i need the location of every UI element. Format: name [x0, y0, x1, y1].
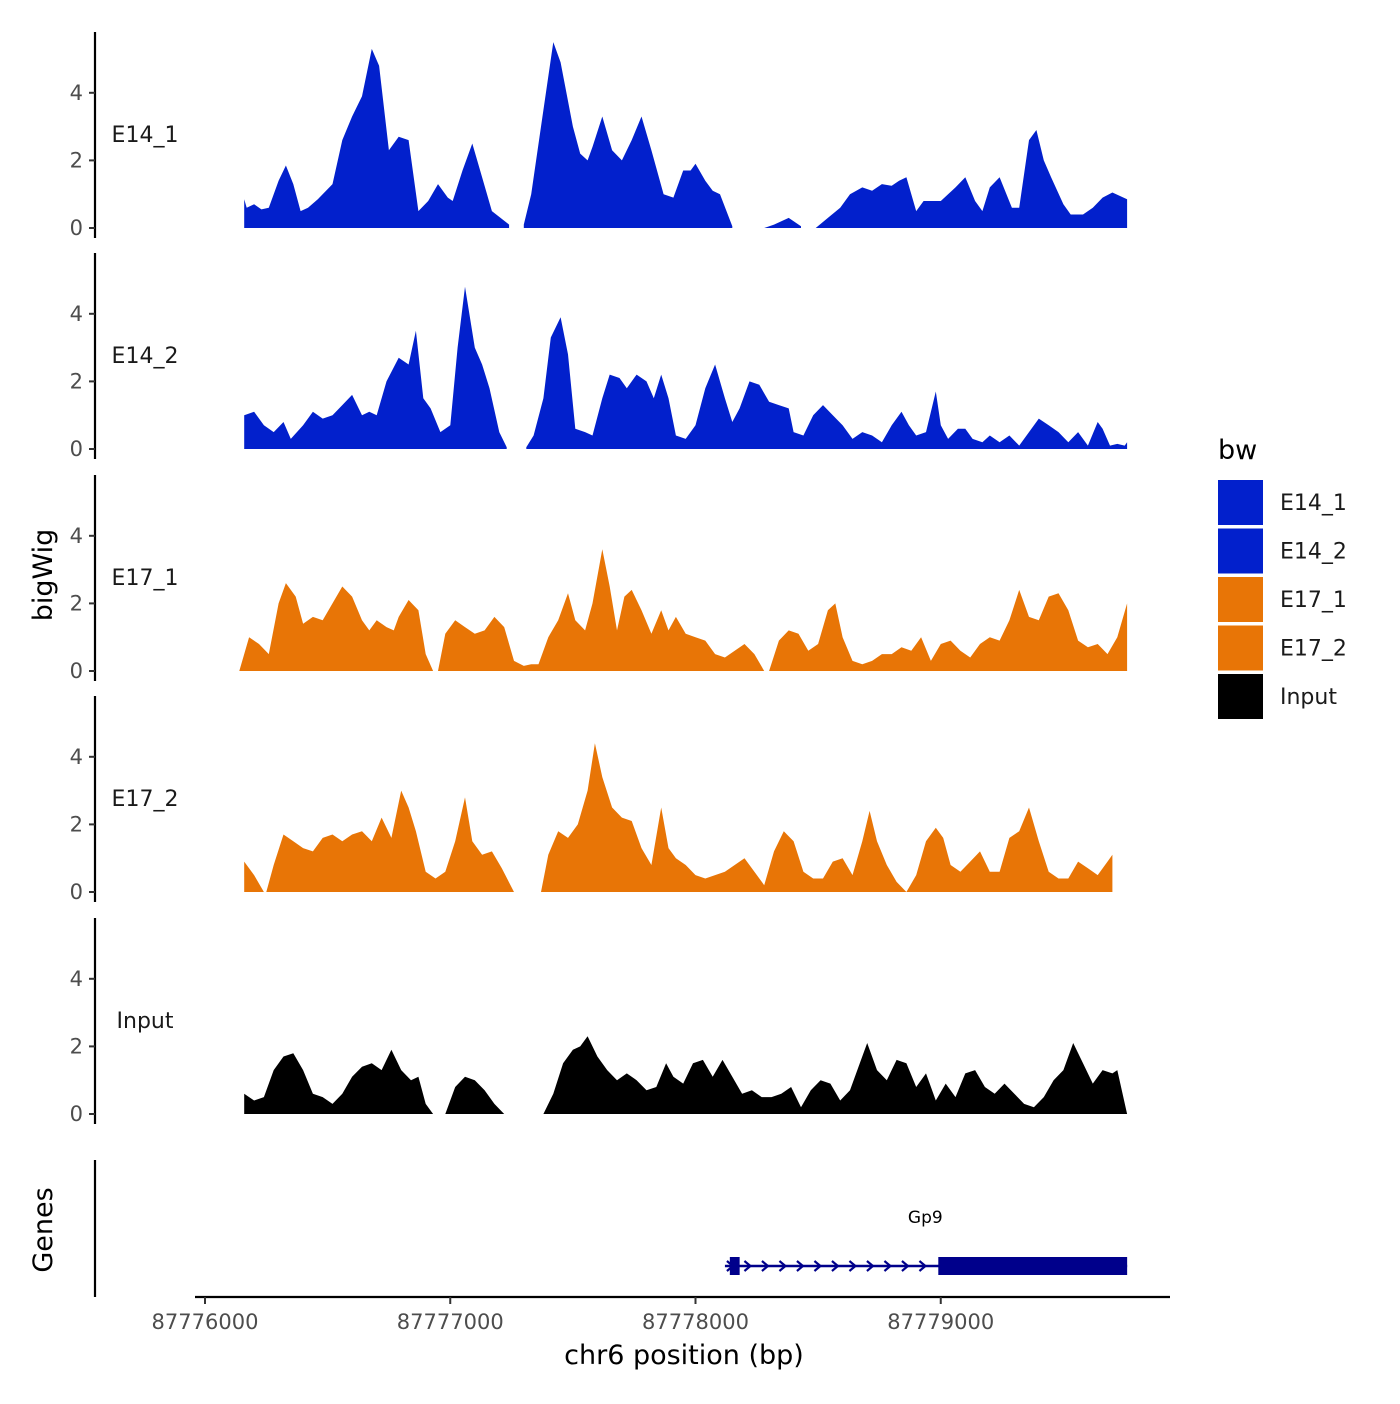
- y-tick-label: 0: [70, 216, 83, 240]
- signal-area: [815, 130, 1128, 228]
- track-e14-2: 0 2 4 E14_2: [70, 253, 1128, 461]
- signal-area: [244, 48, 510, 229]
- signal-area: [541, 743, 1113, 892]
- gene-gp9: Gp9: [724, 1208, 1128, 1275]
- x-tick-label: 87778000: [642, 1310, 749, 1334]
- y-tick-label: 0: [70, 1102, 83, 1126]
- y-tick-label: 4: [70, 302, 83, 326]
- track-e17-2: 0 2 4 E17_2: [70, 696, 1113, 904]
- legend-label: E14_1: [1280, 491, 1347, 516]
- signal-area: [526, 317, 1128, 449]
- track-input: 0 2 4 Input: [70, 918, 1128, 1126]
- track-label: E17_1: [112, 566, 179, 591]
- legend-title: bw: [1218, 435, 1257, 466]
- legend-label: E14_2: [1280, 540, 1347, 565]
- legend-item-e14-1: E14_1: [1218, 480, 1347, 525]
- x-axis-title: chr6 position (bp): [564, 1340, 804, 1371]
- legend-swatch: [1218, 674, 1263, 719]
- y-tick-label: 0: [70, 659, 83, 683]
- y-tick-label: 4: [70, 524, 83, 548]
- legend-label: E17_1: [1280, 588, 1347, 613]
- strand-arrow: [778, 1260, 788, 1272]
- y-tick-label: 2: [70, 148, 83, 172]
- y-tick-label: 2: [70, 369, 83, 393]
- track-label: E14_1: [112, 123, 179, 148]
- x-tick-label: 87776000: [152, 1310, 259, 1334]
- track-label: E17_2: [112, 787, 179, 812]
- y-tick-label: 0: [70, 437, 83, 461]
- legend-swatch: [1218, 480, 1263, 525]
- track-e14-1: 0 2 4 E14_1: [70, 32, 1128, 240]
- signal-area: [438, 549, 765, 671]
- gene-track-title: Genes: [28, 1187, 59, 1272]
- strand-arrow: [901, 1260, 910, 1272]
- legend-swatch: [1218, 577, 1263, 622]
- legend-swatch: [1218, 528, 1263, 574]
- signal-area: [239, 583, 434, 671]
- legend-swatch: [1218, 625, 1263, 671]
- strand-arrow: [918, 1260, 928, 1272]
- y-axis-title: bigWig: [28, 529, 59, 622]
- strand-arrow: [831, 1260, 840, 1272]
- signal-area: [543, 1036, 1128, 1114]
- legend-label: Input: [1280, 685, 1337, 710]
- strand-arrow: [866, 1260, 875, 1272]
- y-tick-label: 4: [70, 967, 83, 991]
- strand-arrow: [761, 1260, 770, 1272]
- legend-label: E17_2: [1280, 637, 1347, 662]
- signal-area: [244, 286, 507, 449]
- legend: bw E14_1 E14_2 E17_1 E17_2 Input: [1218, 435, 1347, 719]
- x-tick-label: 87777000: [397, 1310, 504, 1334]
- y-tick-label: 4: [70, 745, 83, 769]
- x-axis: 87776000 87777000 87778000 87779000: [152, 1295, 1170, 1334]
- strand-arrow: [848, 1260, 858, 1272]
- bigwig-tracks: 0 2 4 E14_1 0 2 4 E14_2 0 2 4 E17_1 0 2 4 E17_2 0 2 4 Input: [70, 32, 1128, 1126]
- y-tick-label: 2: [70, 1034, 83, 1058]
- gene-exon: [729, 1257, 740, 1275]
- legend-item-e14-2: E14_2: [1218, 528, 1347, 574]
- signal-area: [244, 861, 264, 892]
- signal-area: [266, 790, 514, 892]
- signal-area: [769, 589, 1128, 671]
- signal-area: [764, 217, 801, 228]
- strand-arrow: [743, 1260, 753, 1272]
- strand-arrow: [796, 1260, 805, 1272]
- signal-area: [523, 42, 733, 228]
- track-label: Input: [117, 1009, 174, 1034]
- signal-area: [244, 1049, 434, 1114]
- y-tick-label: 0: [70, 880, 83, 904]
- track-label: E14_2: [112, 344, 179, 369]
- gene-name-label: Gp9: [908, 1208, 943, 1228]
- y-tick-label: 4: [70, 81, 83, 105]
- track-e17-1: 0 2 4 E17_1: [70, 475, 1128, 683]
- gene-track-panel: Gp9: [93, 1160, 1128, 1297]
- y-tick-label: 2: [70, 591, 83, 615]
- legend-item-e17-2: E17_2: [1218, 625, 1347, 671]
- x-tick-label: 87779000: [887, 1310, 994, 1334]
- signal-area: [445, 1076, 505, 1114]
- legend-item-e17-1: E17_1: [1218, 577, 1347, 622]
- legend-item-input: Input: [1218, 674, 1337, 719]
- strand-arrow: [883, 1260, 893, 1272]
- strand-arrow: [813, 1260, 823, 1272]
- y-tick-label: 2: [70, 812, 83, 836]
- gene-exon: [938, 1257, 1128, 1275]
